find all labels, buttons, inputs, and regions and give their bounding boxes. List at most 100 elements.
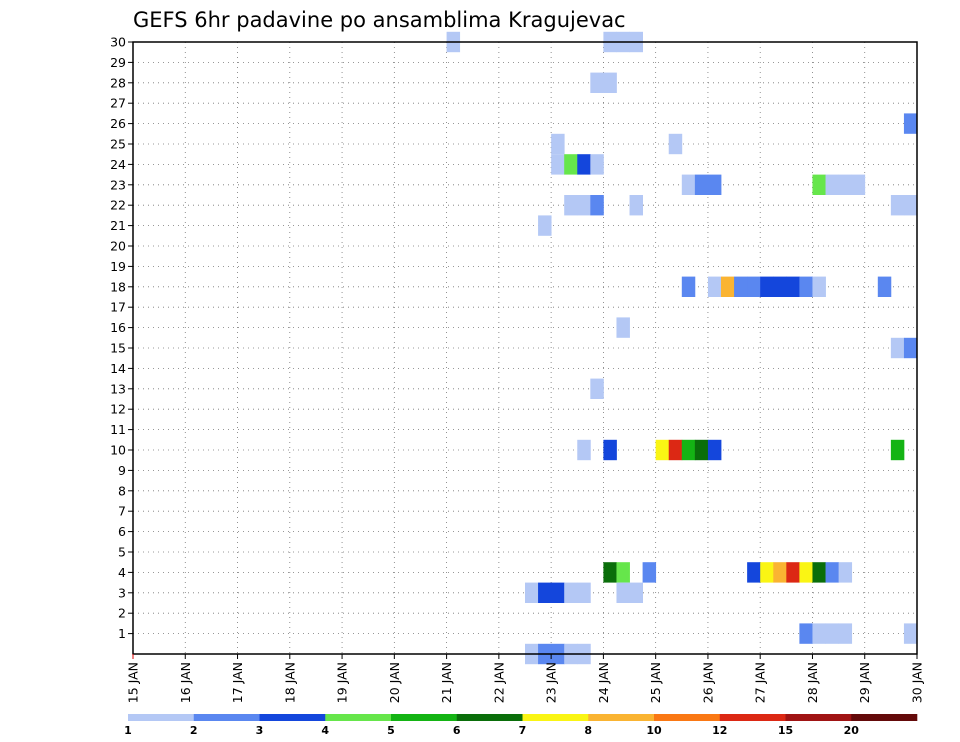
x-tick-label: 16 JAN — [178, 662, 193, 703]
x-tick-label: 24 JAN — [596, 662, 611, 703]
heatmap-cell — [629, 582, 643, 603]
y-tick-label: 14 — [110, 361, 126, 376]
heatmap-cell — [838, 174, 853, 195]
y-tick-label: 12 — [110, 402, 126, 417]
heatmap-cells — [446, 31, 918, 665]
heatmap-cell — [890, 439, 905, 461]
heatmap-cell — [668, 439, 683, 461]
heatmap-cell — [747, 276, 761, 297]
y-tick-label: 11 — [110, 422, 126, 437]
heatmap-cell — [668, 133, 683, 155]
colorbar-swatch — [259, 714, 326, 721]
heatmap-cell — [655, 439, 670, 461]
colorbar-label: 8 — [584, 724, 592, 737]
heatmap-cell — [903, 195, 918, 216]
y-tick-label: 8 — [118, 483, 126, 498]
colorbar-swatch — [588, 714, 655, 721]
y-tick-label: 26 — [110, 116, 126, 131]
colorbar-swatch — [325, 714, 392, 721]
heatmap-cell — [890, 337, 905, 359]
y-tick-label: 9 — [118, 463, 126, 478]
x-tick-label: 26 JAN — [700, 662, 715, 703]
colorbar-label: 3 — [256, 724, 264, 737]
heatmap-cell — [616, 562, 630, 583]
x-tick-label: 18 JAN — [282, 662, 297, 703]
heatmap-cell — [825, 562, 839, 583]
heatmap-cell — [551, 582, 565, 603]
colorbar-label: 12 — [712, 724, 727, 737]
x-axis: 15 JAN 16 JAN 17 JAN 18 JAN 19 JAN 20 JAN 21 J… — [126, 654, 925, 703]
colorbar-label: 6 — [453, 724, 461, 737]
heatmap-cell — [707, 276, 722, 297]
heatmap-cell — [551, 133, 565, 155]
y-tick-label: 22 — [110, 198, 126, 213]
heatmap-cell — [799, 276, 813, 297]
heatmap-cell — [903, 337, 918, 359]
heatmap-cell — [590, 154, 604, 175]
colorbar-label: 7 — [519, 724, 527, 737]
heatmap-cell — [681, 439, 696, 461]
colorbar-swatch — [128, 714, 195, 721]
y-tick-label: 25 — [110, 137, 126, 152]
colorbar-swatch — [456, 714, 523, 721]
colorbar-label: 1 — [124, 724, 132, 737]
x-tick-label: 27 JAN — [753, 662, 768, 703]
heatmap-cell — [890, 195, 905, 216]
heatmap-cell — [538, 582, 552, 603]
heatmap-cell — [786, 562, 800, 583]
colorbar-label: 20 — [844, 724, 860, 737]
y-tick-label: 3 — [118, 585, 126, 600]
heatmap-cell — [577, 195, 591, 216]
y-tick-label: 24 — [110, 157, 126, 172]
heatmap-cell — [799, 562, 813, 583]
heatmap-cell — [564, 582, 578, 603]
heatmap-cell — [903, 113, 918, 134]
y-tick-label: 20 — [110, 239, 126, 254]
y-tick-label: 16 — [110, 320, 126, 335]
x-tick-label: 19 JAN — [335, 662, 350, 703]
heatmap-cell — [747, 562, 761, 583]
x-tick-label: 23 JAN — [544, 662, 559, 703]
heatmap-cell — [707, 439, 722, 461]
heatmap-cell — [538, 215, 552, 236]
heatmap-cell — [903, 623, 918, 644]
heatmap-cell — [590, 378, 604, 399]
x-tick-label: 29 JAN — [857, 662, 872, 703]
y-axis: 1234567891011121314151617181920212223242… — [110, 35, 133, 641]
colorbar: 1 2 3 4 5 6 7 8 10 12 15 20 — [124, 714, 918, 737]
y-tick-label: 1 — [118, 626, 126, 641]
chart-title: GEFS 6hr padavine po ansamblima Kragujev… — [133, 8, 626, 32]
y-tick-label: 29 — [110, 55, 126, 70]
heatmap-cell — [851, 174, 866, 195]
heatmap-cell — [773, 276, 787, 297]
colorbar-swatch — [391, 714, 458, 721]
heatmap-cell — [760, 276, 774, 297]
heatmap-cell — [590, 195, 604, 216]
x-tick-label: 17 JAN — [230, 662, 245, 703]
heatmap-cell — [721, 276, 735, 297]
heatmap-cell — [707, 174, 722, 195]
colorbar-label: 4 — [321, 724, 329, 737]
y-tick-label: 21 — [110, 218, 126, 233]
heatmap-cell — [577, 582, 591, 603]
y-tick-label: 17 — [110, 300, 126, 315]
heatmap-cell — [629, 195, 643, 216]
heatmap-cell — [577, 439, 591, 461]
heatmap-cell — [734, 276, 748, 297]
heatmap-cell — [564, 195, 578, 216]
heatmap-cell — [616, 317, 630, 338]
heatmap-cell — [877, 276, 892, 297]
y-tick-label: 2 — [118, 606, 126, 621]
heatmap-cell — [525, 582, 539, 603]
heatmap-cell — [590, 72, 604, 93]
heatmap-cell — [564, 154, 578, 175]
heatmap-cell — [825, 174, 839, 195]
heatmap-cell — [694, 439, 709, 461]
y-tick-label: 23 — [110, 177, 126, 192]
colorbar-label: 15 — [778, 724, 793, 737]
gridlines — [133, 41, 917, 654]
heatmap-cell — [551, 154, 565, 175]
x-tick-label: 15 JAN — [126, 662, 141, 703]
y-tick-label: 27 — [110, 96, 126, 111]
x-tick-label: 21 JAN — [439, 662, 454, 703]
